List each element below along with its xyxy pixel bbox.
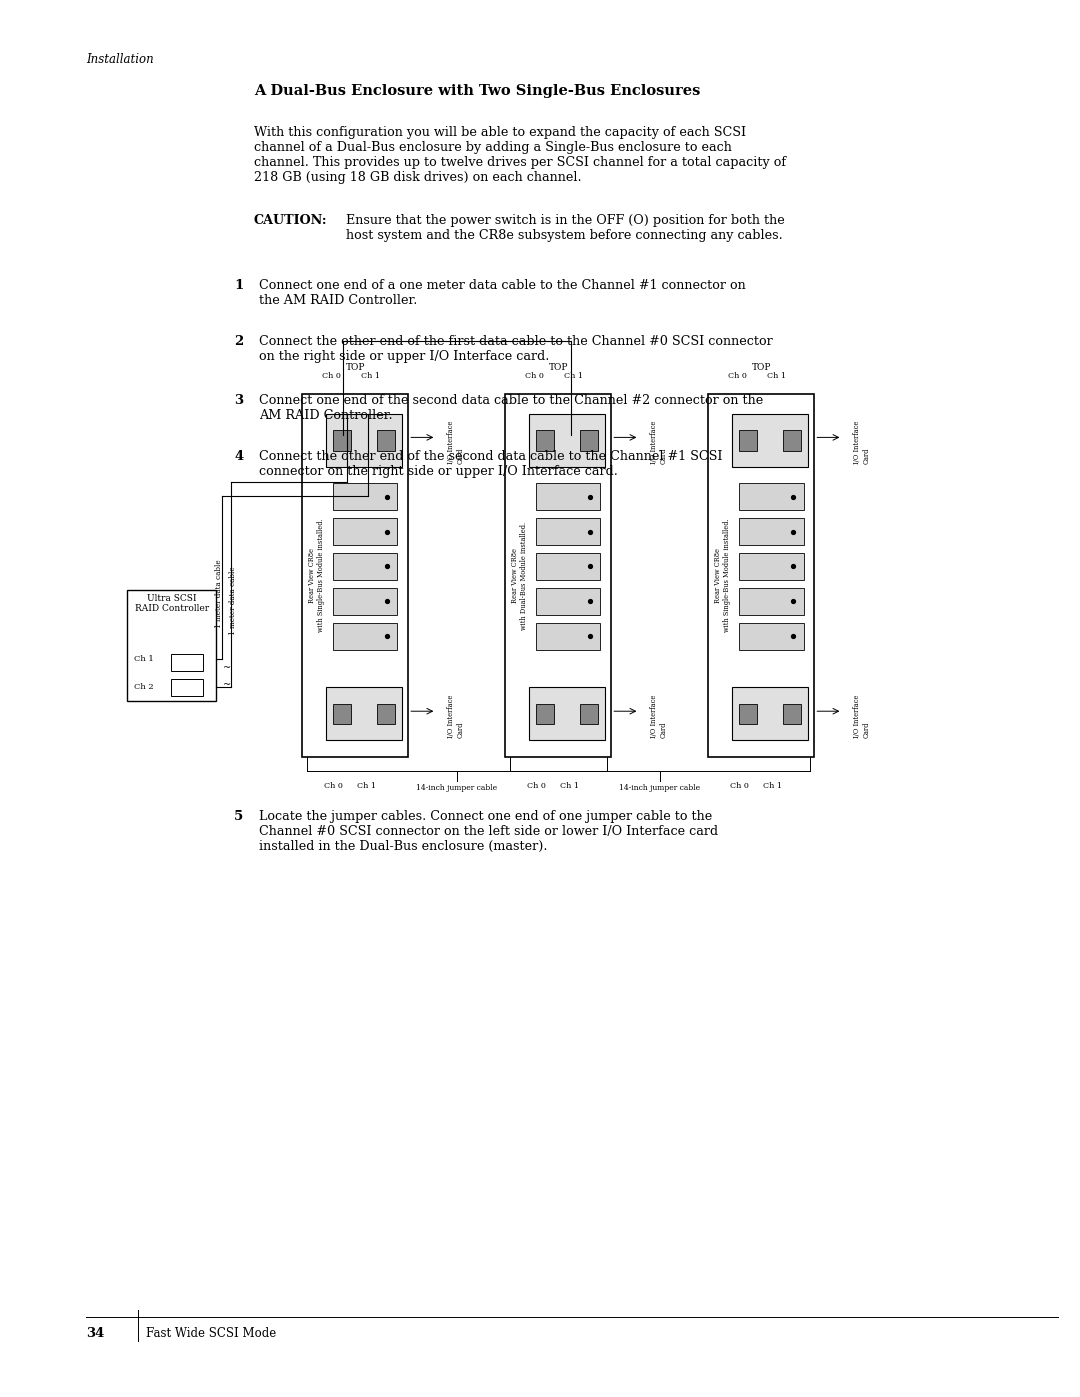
Text: Ch 1: Ch 1 xyxy=(564,372,583,380)
Text: TOP: TOP xyxy=(752,363,771,372)
Text: With this configuration you will be able to expand the capacity of each SCSI
cha: With this configuration you will be able… xyxy=(254,126,786,184)
Text: 5: 5 xyxy=(234,810,244,823)
FancyBboxPatch shape xyxy=(783,704,801,725)
Text: 1 meter data cable: 1 meter data cable xyxy=(215,559,224,629)
FancyBboxPatch shape xyxy=(580,430,598,451)
FancyBboxPatch shape xyxy=(377,704,395,725)
FancyBboxPatch shape xyxy=(739,588,804,615)
Text: I/O Interface
Card: I/O Interface Card xyxy=(447,694,464,738)
Text: Rear View CR8e
with Single-Bus Module installed.: Rear View CR8e with Single-Bus Module in… xyxy=(308,518,325,633)
Text: 14-inch jumper cable: 14-inch jumper cable xyxy=(416,784,498,792)
Text: TOP: TOP xyxy=(346,363,365,372)
Text: Ch 0: Ch 0 xyxy=(322,372,341,380)
FancyBboxPatch shape xyxy=(732,414,808,467)
FancyBboxPatch shape xyxy=(580,704,598,725)
FancyBboxPatch shape xyxy=(377,430,395,451)
Text: Fast Wide SCSI Mode: Fast Wide SCSI Mode xyxy=(146,1327,276,1340)
Text: 2: 2 xyxy=(234,335,244,348)
FancyBboxPatch shape xyxy=(536,623,600,650)
FancyBboxPatch shape xyxy=(529,414,605,467)
Text: Ch 0: Ch 0 xyxy=(525,372,544,380)
Text: 4: 4 xyxy=(234,450,244,462)
Text: Connect the other end of the second data cable to the Channel #1 SCSI
connector : Connect the other end of the second data… xyxy=(259,450,723,478)
FancyBboxPatch shape xyxy=(732,687,808,740)
Text: Installation: Installation xyxy=(86,53,154,66)
FancyBboxPatch shape xyxy=(529,687,605,740)
FancyBboxPatch shape xyxy=(536,588,600,615)
FancyBboxPatch shape xyxy=(739,553,804,580)
FancyBboxPatch shape xyxy=(505,394,611,757)
Text: Connect one end of a one meter data cable to the Channel #1 connector on
the AM : Connect one end of a one meter data cabl… xyxy=(259,279,746,307)
Text: I/O Interface
Card: I/O Interface Card xyxy=(853,694,870,738)
Text: 3: 3 xyxy=(234,394,243,407)
FancyBboxPatch shape xyxy=(536,430,554,451)
FancyBboxPatch shape xyxy=(333,518,397,545)
Text: Ch 2: Ch 2 xyxy=(134,683,153,692)
Text: Rear View CR8e
with Single-Bus Module installed.: Rear View CR8e with Single-Bus Module in… xyxy=(714,518,731,633)
Text: Connect the other end of the first data cable to the Channel #0 SCSI connector
o: Connect the other end of the first data … xyxy=(259,335,773,363)
Text: Ch 1: Ch 1 xyxy=(361,372,380,380)
FancyBboxPatch shape xyxy=(536,518,600,545)
Text: Ch 1: Ch 1 xyxy=(134,655,153,664)
FancyBboxPatch shape xyxy=(739,483,804,510)
FancyBboxPatch shape xyxy=(783,430,801,451)
FancyBboxPatch shape xyxy=(333,483,397,510)
FancyBboxPatch shape xyxy=(333,704,351,725)
Text: Ch 1: Ch 1 xyxy=(356,782,376,791)
FancyBboxPatch shape xyxy=(333,430,351,451)
Text: Ch 1: Ch 1 xyxy=(559,782,579,791)
FancyBboxPatch shape xyxy=(333,553,397,580)
Text: 1 meter data cable: 1 meter data cable xyxy=(229,566,238,636)
Text: ~: ~ xyxy=(222,664,231,672)
Text: Rear View CR8e
with Dual-Bus Module installed.: Rear View CR8e with Dual-Bus Module inst… xyxy=(511,521,528,630)
Text: Ch 0: Ch 0 xyxy=(728,372,747,380)
FancyBboxPatch shape xyxy=(326,414,402,467)
Text: TOP: TOP xyxy=(549,363,568,372)
Text: Ultra SCSI
RAID Controller: Ultra SCSI RAID Controller xyxy=(135,594,208,613)
FancyBboxPatch shape xyxy=(127,590,216,701)
Text: Ensure that the power switch is in the OFF (O) position for both the
host system: Ensure that the power switch is in the O… xyxy=(346,214,784,242)
Text: 1: 1 xyxy=(234,279,244,292)
FancyBboxPatch shape xyxy=(326,687,402,740)
FancyBboxPatch shape xyxy=(708,394,814,757)
FancyBboxPatch shape xyxy=(536,704,554,725)
Text: Ch 0: Ch 0 xyxy=(324,782,343,791)
FancyBboxPatch shape xyxy=(171,654,203,671)
Text: Ch 0: Ch 0 xyxy=(527,782,546,791)
Text: Ch 1: Ch 1 xyxy=(767,372,786,380)
Text: CAUTION:: CAUTION: xyxy=(254,214,327,226)
Text: I/O Interface
Card: I/O Interface Card xyxy=(650,420,667,464)
Text: Ch 1: Ch 1 xyxy=(762,782,782,791)
FancyBboxPatch shape xyxy=(171,679,203,696)
FancyBboxPatch shape xyxy=(739,430,757,451)
Text: Locate the jumper cables. Connect one end of one jumper cable to the
Channel #0 : Locate the jumper cables. Connect one en… xyxy=(259,810,718,854)
Text: 34: 34 xyxy=(86,1327,105,1340)
Text: ~: ~ xyxy=(222,680,231,689)
FancyBboxPatch shape xyxy=(536,553,600,580)
FancyBboxPatch shape xyxy=(302,394,408,757)
Text: I/O Interface
Card: I/O Interface Card xyxy=(853,420,870,464)
FancyBboxPatch shape xyxy=(739,518,804,545)
FancyBboxPatch shape xyxy=(333,588,397,615)
Text: Ch 0: Ch 0 xyxy=(730,782,750,791)
FancyBboxPatch shape xyxy=(536,483,600,510)
FancyBboxPatch shape xyxy=(739,704,757,725)
FancyBboxPatch shape xyxy=(739,623,804,650)
Text: I/O Interface
Card: I/O Interface Card xyxy=(447,420,464,464)
Text: Connect one end of the second data cable to the Channel #2 connector on the
AM R: Connect one end of the second data cable… xyxy=(259,394,764,422)
Text: I/O Interface
Card: I/O Interface Card xyxy=(650,694,667,738)
FancyBboxPatch shape xyxy=(333,623,397,650)
Text: 14-inch jumper cable: 14-inch jumper cable xyxy=(619,784,701,792)
Text: A Dual-Bus Enclosure with Two Single-Bus Enclosures: A Dual-Bus Enclosure with Two Single-Bus… xyxy=(254,84,700,98)
